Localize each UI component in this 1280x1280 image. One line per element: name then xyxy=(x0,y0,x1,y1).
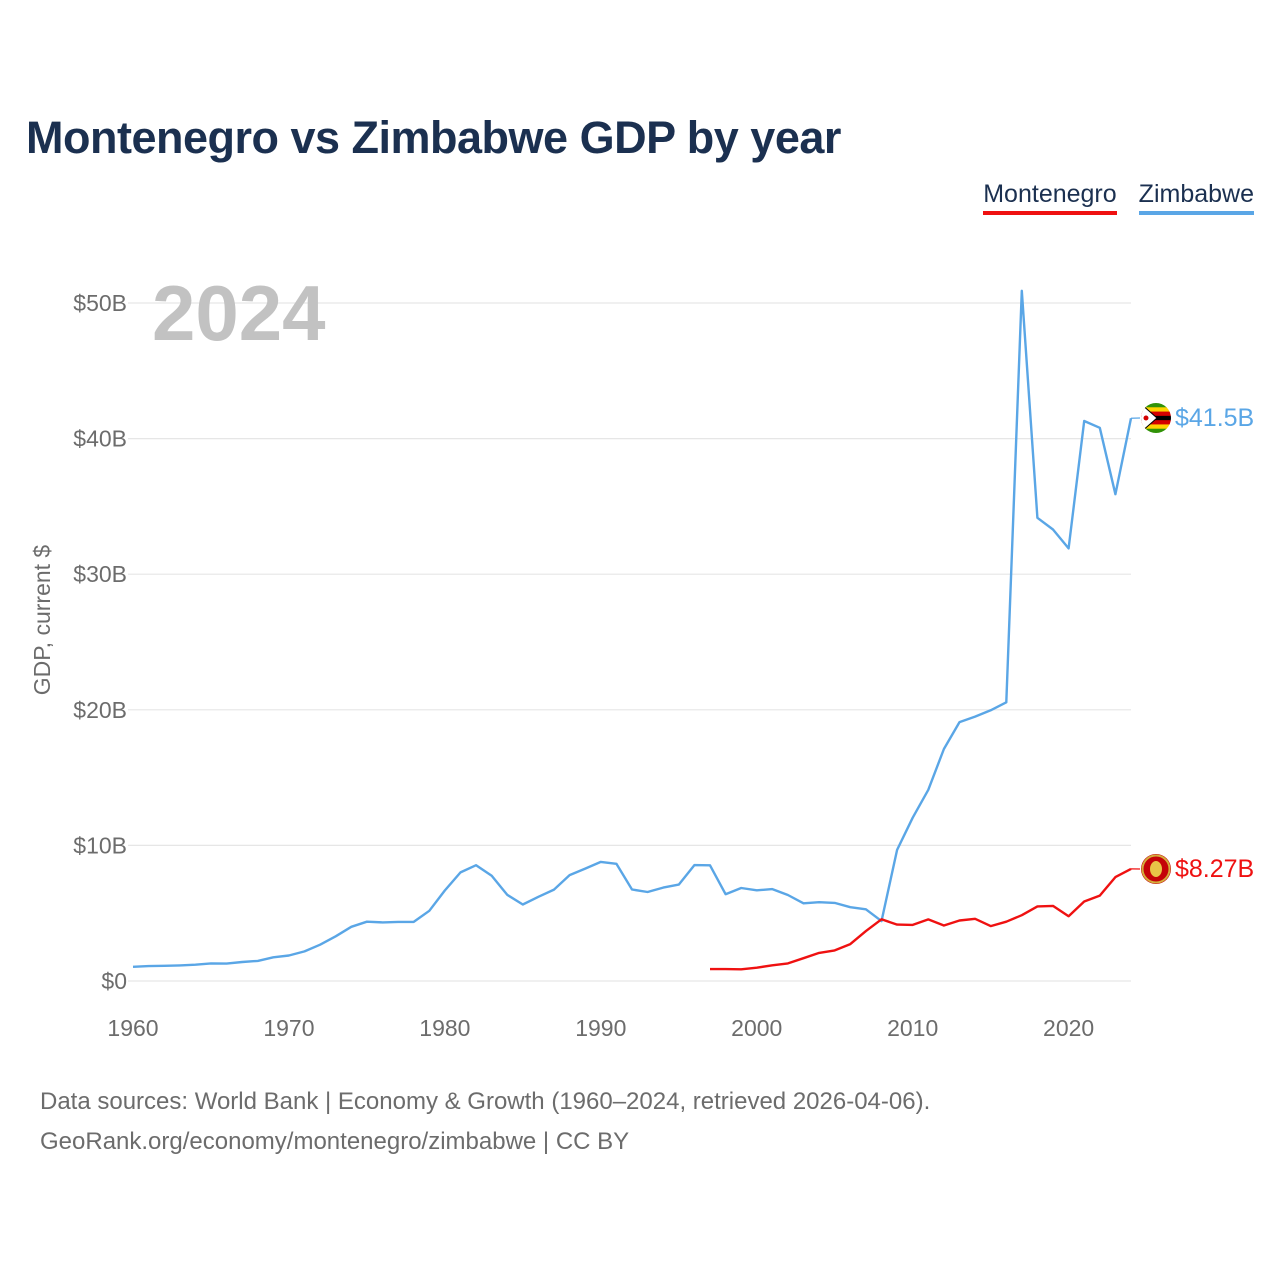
chart-title: Montenegro vs Zimbabwe GDP by year xyxy=(26,112,841,163)
y-axis-label: GDP, current $ xyxy=(29,545,55,696)
x-tick-label: 2010 xyxy=(887,1015,938,1041)
source-link[interactable]: GeoRank.org/economy/montenegro/zimbabwe … xyxy=(40,1128,630,1155)
y-tick-label: $30B xyxy=(73,561,127,587)
year-label: 2024 xyxy=(152,269,326,357)
x-tick-label: 1970 xyxy=(263,1015,314,1041)
x-tick-label: 2020 xyxy=(1043,1015,1094,1041)
zimbabwe-flag-icon xyxy=(1141,403,1171,433)
x-tick-label: 1990 xyxy=(575,1015,626,1041)
series-line-zimbabwe xyxy=(132,289,1133,968)
montenegro-flag-icon xyxy=(1141,854,1171,884)
y-tick-label: $10B xyxy=(73,832,127,858)
legend-item-zimbabwe[interactable]: Zimbabwe xyxy=(1138,180,1254,215)
legend: Montenegro Zimbabwe xyxy=(983,180,1254,215)
y-tick-label: $50B xyxy=(73,290,127,316)
x-tick-label: 2000 xyxy=(731,1015,782,1041)
footer: Data sources: World Bank | Economy & Gro… xyxy=(40,1082,930,1162)
legend-item-montenegro[interactable]: Montenegro xyxy=(983,180,1117,215)
series-line-montenegro xyxy=(710,867,1132,971)
y-tick-label: $40B xyxy=(73,426,127,452)
end-value-label-montenegro: $8.27B xyxy=(1175,855,1254,883)
x-tick-label: 1960 xyxy=(107,1015,158,1041)
y-tick-label: $0 xyxy=(101,968,127,994)
x-tick-label: 1980 xyxy=(419,1015,470,1041)
data-sources-text: Data sources: World Bank | Economy & Gro… xyxy=(40,1088,931,1115)
y-tick-label: $20B xyxy=(73,697,127,723)
end-value-label-zimbabwe: $41.5B xyxy=(1175,404,1254,432)
